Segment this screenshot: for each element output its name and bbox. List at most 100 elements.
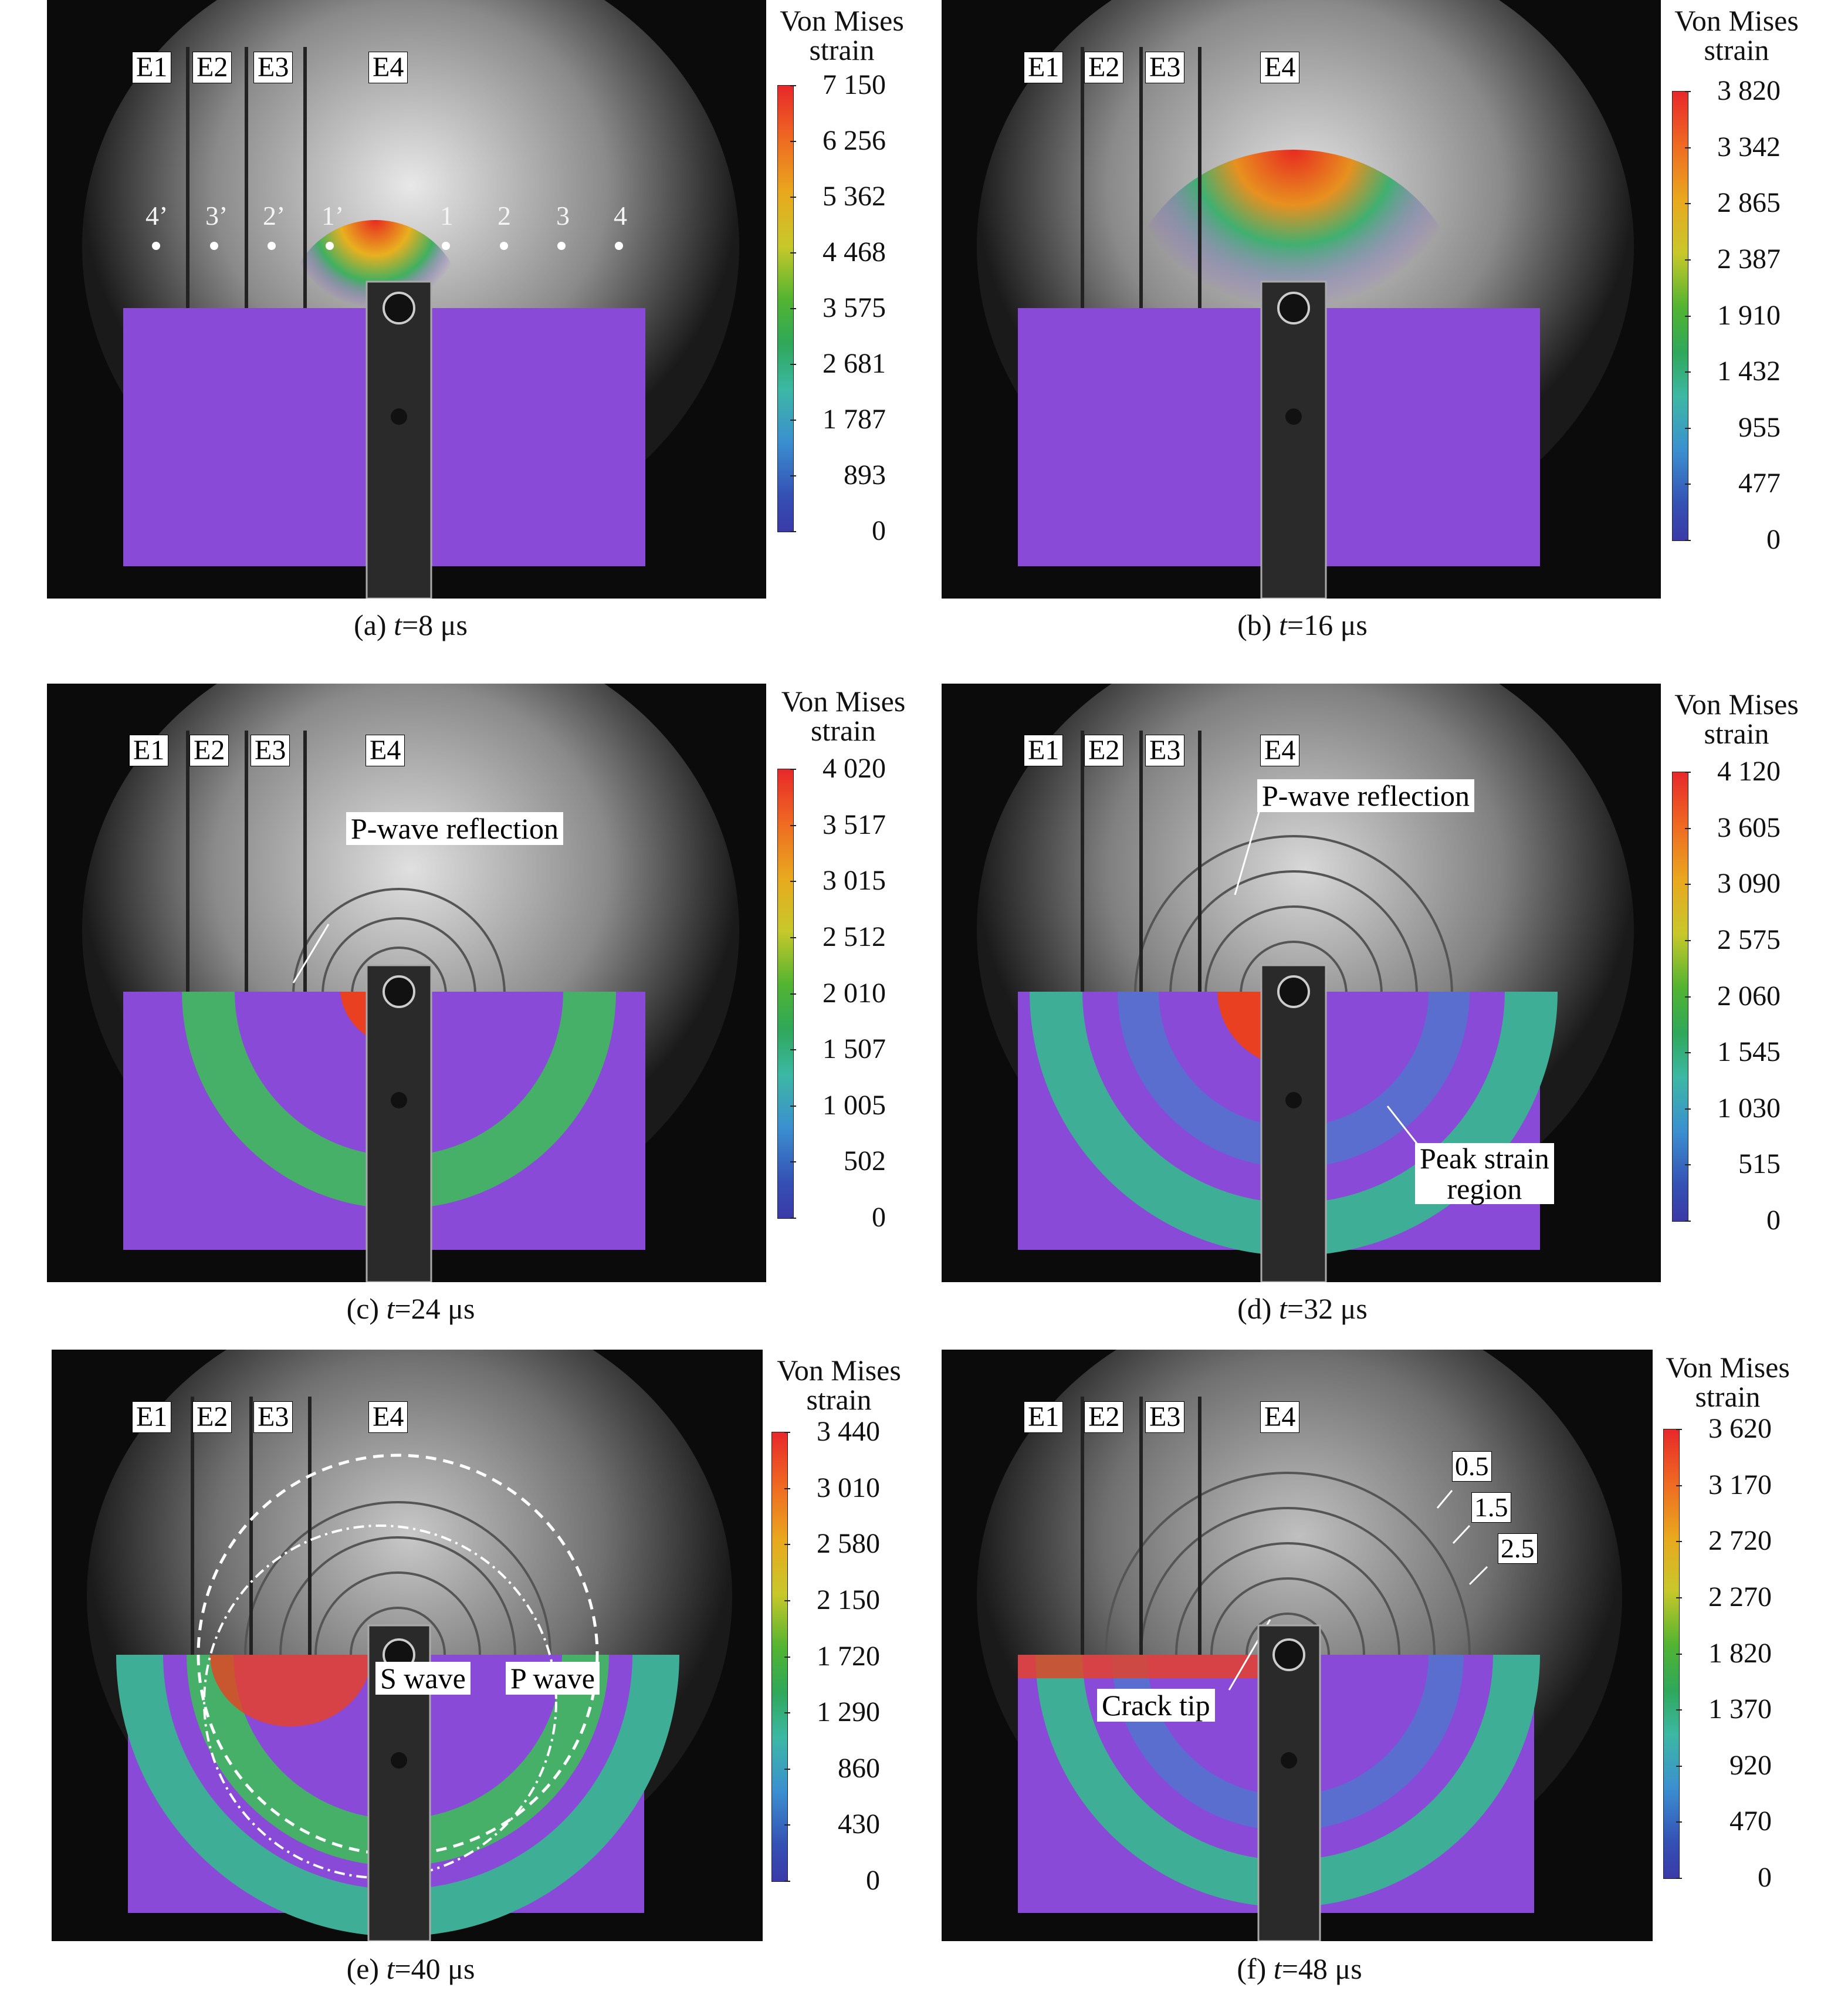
electrode-label-e3: E3: [251, 735, 290, 766]
colorbar-tick-label: 2 575: [1717, 924, 1781, 955]
colorbar-tick-label: 0: [872, 1202, 886, 1233]
colorbar-tick-mark: [1685, 147, 1691, 148]
colorbar-tick-label: 1 787: [823, 404, 886, 435]
colorbar-tick-mark: [790, 85, 796, 86]
electrode-label-e4: E4: [368, 52, 408, 83]
electrode-label-e2: E2: [189, 735, 229, 766]
photo-e: [52, 1350, 763, 1941]
strain-image-b: [942, 0, 1661, 599]
measurement-point: [615, 242, 623, 250]
colorbar-tick-mark: [1676, 1653, 1682, 1655]
colorbar-tick-mark: [1685, 1052, 1691, 1054]
colorbar-title: strain: [1704, 717, 1769, 750]
strain-image-c: [47, 684, 766, 1282]
colorbar-tick-mark: [790, 1049, 796, 1051]
caption-prefix: (d): [1237, 1292, 1279, 1325]
colorbar-tick-mark: [784, 1881, 790, 1882]
colorbar-tick-label: 1 370: [1708, 1693, 1772, 1725]
colorbar-tick-label: 2 580: [817, 1528, 880, 1560]
caption-c: (c) t=24 μs: [334, 1294, 487, 1323]
electrode-label-e3: E3: [253, 52, 293, 83]
colorbar-tick-label: 7 150: [823, 69, 886, 100]
caption-var: t: [1278, 609, 1287, 641]
colorbar-tick-mark: [790, 993, 796, 995]
ring-label: 0.5: [1452, 1451, 1492, 1482]
point-label: 3’: [205, 201, 228, 231]
measurement-point: [326, 242, 334, 250]
colorbar-tick-mark: [1676, 1485, 1682, 1486]
annotation-line: region: [1447, 1172, 1522, 1205]
annotation-crack-tip: Crack tip: [1097, 1689, 1215, 1722]
electrode-label-e3: E3: [1145, 1401, 1185, 1433]
colorbar-tick-label: 3 090: [1717, 868, 1781, 900]
colorbar-tick-label: 1 720: [817, 1640, 880, 1672]
colorbar-tick-label: 502: [844, 1145, 886, 1177]
colorbar-tick-mark: [1676, 1878, 1682, 1879]
colorbar-tick-label: 0: [866, 1865, 880, 1896]
colorbar-tick-mark: [784, 1544, 790, 1546]
colorbar-tick-label: 3 605: [1717, 812, 1781, 843]
colorbar-tick-mark: [790, 364, 796, 365]
electrode-label-e3: E3: [1145, 52, 1185, 83]
colorbar-tick-label: 5 362: [823, 181, 886, 212]
colorbar-title: Von Mises: [1674, 4, 1799, 37]
annotation-p-wave: P wave: [506, 1662, 600, 1695]
colorbar-tick-label: 893: [844, 459, 886, 491]
colorbar-title: strain: [1695, 1380, 1761, 1413]
colorbar-tick-mark: [790, 824, 796, 826]
caption-prefix: (b): [1237, 609, 1279, 641]
colorbar-tick-label: 0: [1766, 1205, 1781, 1236]
ring-label: 2.5: [1498, 1533, 1538, 1564]
colorbar-tick-mark: [1685, 371, 1691, 373]
colorbar-tick-label: 1 820: [1708, 1637, 1772, 1669]
measurement-point: [500, 242, 508, 250]
electrode-label-e4: E4: [368, 1401, 408, 1433]
strain-image-f: [942, 1350, 1653, 1941]
electrode-label-e1: E1: [1024, 52, 1064, 83]
caption-prefix: (a): [354, 609, 394, 641]
caption-suffix: =24 μs: [394, 1292, 475, 1325]
colorbar-tick-mark: [784, 1824, 790, 1826]
colorbar-tick-label: 4 468: [823, 236, 886, 268]
colorbar-tick-mark: [790, 308, 796, 309]
point-label: 2’: [263, 201, 286, 231]
colorbar-tick-mark: [1676, 1765, 1682, 1767]
colorbar-tick-label: 920: [1729, 1749, 1772, 1781]
colorbar-tick-mark: [1685, 1221, 1691, 1222]
measurement-point: [210, 242, 218, 250]
colorbar-title: Von Mises: [777, 1354, 901, 1387]
measurement-point: [152, 242, 160, 250]
colorbar-tick-mark: [784, 1656, 790, 1658]
colorbar-tick-label: 1 507: [823, 1033, 886, 1065]
electrode-label-e1: E1: [132, 1401, 172, 1433]
annotation-p-wave-reflection: P-wave reflection: [1257, 779, 1475, 812]
photo-b: [942, 0, 1661, 599]
colorbar-tick-label: 4 120: [1717, 756, 1781, 787]
colorbar-tick-mark: [790, 1105, 796, 1107]
colorbar-tick-label: 3 517: [823, 809, 886, 840]
colorbar-tick-mark: [1676, 1429, 1682, 1430]
colorbar-title: strain: [806, 1383, 872, 1416]
colorbar-tick-mark: [790, 937, 796, 938]
point-label: 4’: [145, 201, 168, 231]
caption-var: t: [394, 609, 402, 641]
electrode-label-e2: E2: [1084, 52, 1124, 83]
colorbar-tick-mark: [1685, 884, 1691, 885]
colorbar-tick-mark: [790, 1218, 796, 1219]
colorbar-tick-label: 1 005: [823, 1089, 886, 1121]
ring-label: 1.5: [1471, 1492, 1511, 1523]
colorbar-tick-label: 6 256: [823, 125, 886, 156]
colorbar-tick-label: 2 720: [1708, 1525, 1772, 1557]
strain-image-e: [52, 1350, 763, 1941]
colorbar-c: Von Mises strain 4 020 3 517 3 015 2 512 2 0…: [769, 687, 927, 1238]
colorbar-tick-mark: [1676, 1597, 1682, 1598]
electrode-label-e1: E1: [132, 52, 172, 83]
measurement-point: [442, 242, 450, 250]
electrode-label-e1: E1: [129, 735, 169, 766]
colorbar-title: Von Mises: [1674, 688, 1799, 721]
colorbar-tick-mark: [790, 475, 796, 476]
colorbar-tick-mark: [1685, 315, 1691, 317]
photo-c: [47, 684, 766, 1282]
annotation-line: Peak strain: [1420, 1142, 1549, 1175]
colorbar-tick-mark: [1685, 540, 1691, 541]
